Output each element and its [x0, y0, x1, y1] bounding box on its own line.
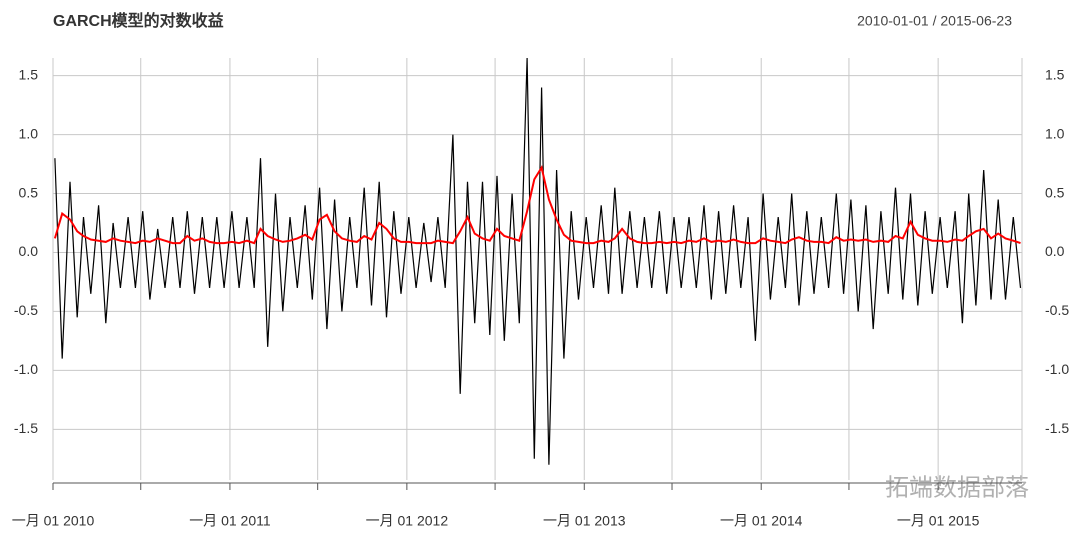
x-tick-label: 一月 01 2014	[720, 513, 803, 529]
x-tick-label: 一月 01 2012	[366, 513, 449, 529]
date-range: 2010-01-01 / 2015-06-23	[857, 13, 1012, 29]
y-tick-label: -1.0	[14, 361, 38, 377]
y-tick-label: -1.5	[14, 420, 38, 436]
y-tick-label: 0.0	[19, 243, 39, 259]
y-tick-label-right: 0.0	[1045, 243, 1065, 259]
watermark: 拓端数据部落	[885, 474, 1029, 501]
y-tick-label: 1.0	[19, 125, 39, 141]
y-tick-label-right: 1.5	[1045, 66, 1065, 82]
y-tick-label: 0.5	[19, 184, 39, 200]
series-line	[53, 165, 1021, 245]
y-tick-label: 1.5	[19, 66, 39, 82]
y-tick-label-right: -1.5	[1045, 420, 1069, 436]
y-tick-label-right: 0.5	[1045, 184, 1065, 200]
x-tick-label: 一月 01 2011	[189, 513, 271, 529]
series-line	[54, 57, 1022, 465]
y-tick-label-right: 1.0	[1045, 125, 1065, 141]
y-tick-label-right: -0.5	[1045, 302, 1069, 318]
x-tick-label: 一月 01 2015	[897, 513, 980, 529]
y-tick-label-right: -1.0	[1045, 361, 1069, 377]
x-tick-label: 一月 01 2013	[543, 513, 626, 529]
x-tick-label: 一月 01 2010	[12, 513, 95, 529]
y-tick-label: -0.5	[14, 302, 38, 318]
chart-title: GARCH模型的对数收益	[53, 11, 224, 30]
